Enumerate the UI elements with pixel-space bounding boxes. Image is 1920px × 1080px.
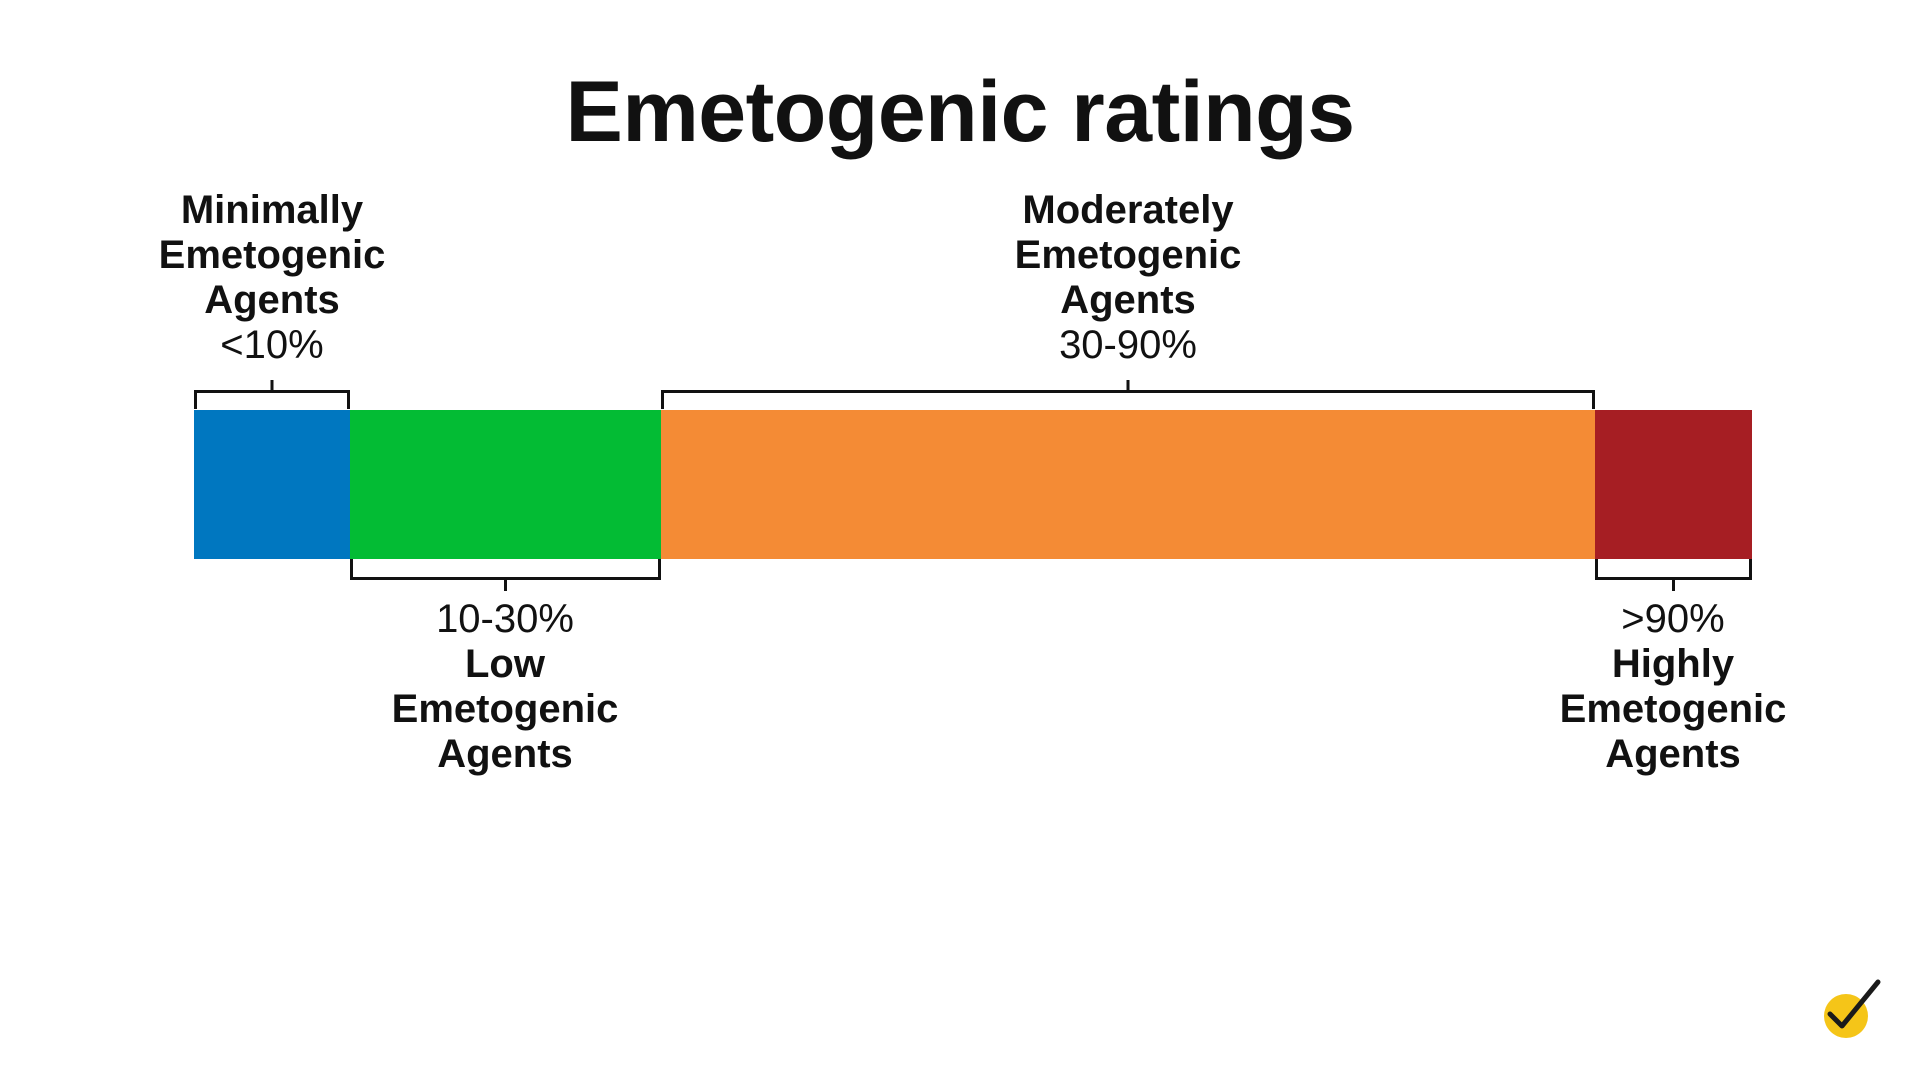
- bracket-minimal: [194, 380, 350, 410]
- category-name-low: Low Emetogenic Agents: [391, 642, 619, 776]
- category-range-minimal: <10%: [220, 323, 324, 367]
- category-range-moderate: 30-90%: [1059, 323, 1197, 367]
- category-range-low: 10-30%: [436, 597, 574, 641]
- segment-high: [1595, 410, 1752, 559]
- label-high: >90% Highly Emetogenic Agents: [1513, 597, 1833, 777]
- checkmark-icon: [1818, 976, 1886, 1044]
- label-low: 10-30% Low Emetogenic Agents: [345, 597, 665, 777]
- label-moderate: Moderately Emetogenic Agents 30-90%: [968, 188, 1288, 368]
- label-minimal: Minimally Emetogenic Agents <10%: [132, 188, 412, 368]
- bracket-low: [350, 559, 661, 591]
- bracket-high: [1595, 559, 1752, 591]
- category-name-moderate: Moderately Emetogenic Agents: [1014, 188, 1242, 322]
- page-title: Emetogenic ratings: [565, 64, 1355, 160]
- bracket-moderate: [661, 380, 1595, 410]
- category-name-minimal: Minimally Emetogenic Agents: [158, 188, 386, 322]
- category-name-high: Highly Emetogenic Agents: [1559, 642, 1787, 776]
- segment-minimal: [194, 410, 350, 559]
- segment-low: [350, 410, 661, 559]
- category-range-high: >90%: [1621, 597, 1725, 641]
- segment-moderate: [661, 410, 1595, 559]
